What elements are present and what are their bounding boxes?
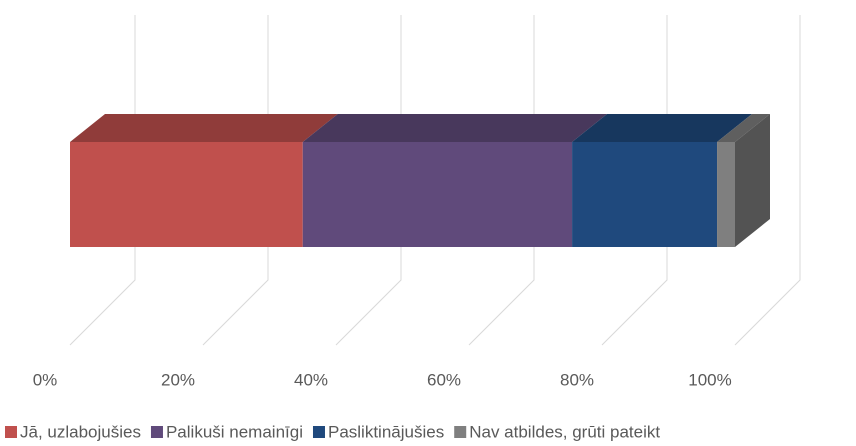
- grid-line: [335, 15, 402, 346]
- legend-label: Jā, uzlabojušies: [20, 422, 141, 441]
- legend-swatch: [454, 426, 467, 438]
- bar-top: [302, 114, 608, 142]
- x-tick-label: 40%: [294, 370, 328, 389]
- bar-segment: [70, 114, 338, 247]
- legend-label: Palikuši nemainīgi: [166, 422, 303, 441]
- bar-top: [717, 114, 770, 142]
- legend-label: Pasliktinājušies: [328, 422, 444, 441]
- bar-top: [70, 114, 338, 142]
- x-tick-label: 0%: [33, 370, 58, 389]
- bar-segment: [302, 114, 608, 247]
- legend-swatch: [150, 426, 163, 438]
- grid-line: [601, 15, 668, 346]
- bar: [717, 142, 735, 247]
- x-tick-label: 80%: [560, 370, 594, 389]
- grid-line: [468, 15, 535, 346]
- bar: [572, 142, 718, 247]
- bar: [302, 142, 573, 247]
- grid-line: [69, 15, 136, 346]
- legend-label: Nav atbildes, grūti pateikt: [469, 422, 660, 441]
- x-tick-label: 100%: [688, 370, 731, 389]
- bar-top: [572, 114, 753, 142]
- grid-line: [734, 15, 801, 346]
- bar-side: [735, 114, 770, 247]
- legend-swatch: [312, 426, 325, 438]
- legend-swatch: [5, 426, 17, 438]
- x-tick-label: 60%: [427, 370, 461, 389]
- grid-line: [202, 15, 269, 346]
- bar: [70, 142, 303, 247]
- x-tick-label: 20%: [161, 370, 195, 389]
- bar-segment: [572, 114, 753, 247]
- bar-segment: [717, 114, 770, 247]
